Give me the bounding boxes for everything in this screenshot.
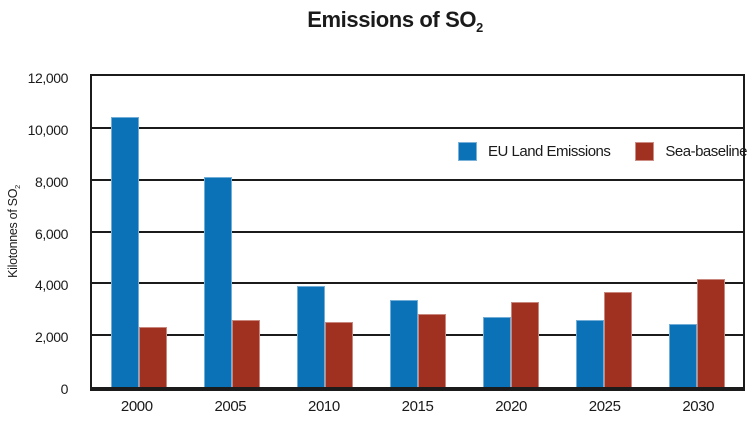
gridline-10000 bbox=[92, 126, 743, 129]
legend-swatch-eu-land bbox=[458, 142, 477, 161]
y-tick-label-4000: 4,000 bbox=[34, 277, 68, 294]
legend-entry-eu-land: EU Land Emissions bbox=[458, 142, 611, 161]
bar-sea-baseline-2030 bbox=[696, 279, 725, 387]
chart-title: Emissions of SO2 bbox=[20, 7, 750, 35]
bar-eu-land-2010 bbox=[296, 286, 325, 387]
gridline-6000 bbox=[92, 230, 743, 233]
y-tick-label-6000: 6,000 bbox=[34, 225, 68, 242]
y-tick-label-0: 0 bbox=[60, 381, 69, 397]
bar-group-2020 bbox=[464, 76, 557, 387]
y-tick-label-8000: 8,000 bbox=[34, 173, 68, 190]
bar-group-2005 bbox=[185, 76, 278, 387]
legend-swatch-sea-baseline bbox=[635, 142, 655, 161]
bar-eu-land-2005 bbox=[203, 177, 232, 387]
bar-eu-land-2030 bbox=[668, 324, 697, 387]
x-axis-label-2015: 2015 bbox=[401, 398, 434, 415]
bar-sea-baseline-2025 bbox=[603, 292, 632, 387]
x-axis-label-2025: 2025 bbox=[588, 398, 621, 415]
bar-eu-land-2020 bbox=[482, 317, 511, 387]
bar-sea-baseline-2015 bbox=[417, 314, 446, 387]
chart-title-text: Emissions of SO bbox=[307, 7, 477, 32]
y-tick-label-12000: 12,000 bbox=[27, 70, 69, 86]
y-tick-label-10000: 10,000 bbox=[27, 121, 69, 138]
legend-label-eu-land: EU Land Emissions bbox=[488, 143, 611, 160]
bar-group-2000 bbox=[92, 76, 185, 387]
y-axis-ticks: 0 2,000 4,000 6,000 8,000 10,000 12,000 bbox=[0, 70, 69, 397]
plot-area: EU Land Emissions Sea-baseline bbox=[90, 74, 747, 391]
bar-sea-baseline-2020 bbox=[510, 302, 539, 387]
bar-group-2025 bbox=[557, 76, 650, 387]
x-axis-label-2005: 2005 bbox=[214, 398, 247, 415]
legend-entry-sea-baseline: Sea-baseline bbox=[635, 142, 747, 161]
bar-groups bbox=[92, 76, 743, 387]
bar-group-2015 bbox=[371, 76, 464, 387]
chart-title-subscript: 2 bbox=[476, 19, 483, 35]
bar-eu-land-2025 bbox=[575, 319, 604, 387]
legend-label-sea-baseline: Sea-baseline bbox=[665, 143, 747, 160]
bar-group-2030 bbox=[650, 76, 743, 387]
x-axis-labels: 2000 2005 2010 2015 2020 2025 2030 bbox=[90, 398, 745, 415]
y-tick-label-2000: 2,000 bbox=[34, 329, 68, 346]
legend: EU Land Emissions Sea-baseline bbox=[458, 142, 747, 161]
gridline-4000 bbox=[92, 282, 743, 285]
bar-sea-baseline-2000 bbox=[138, 327, 167, 387]
x-axis-label-2030: 2030 bbox=[682, 398, 715, 415]
x-axis-label-2010: 2010 bbox=[308, 398, 340, 415]
bar-sea-baseline-2005 bbox=[231, 320, 260, 387]
bar-sea-baseline-2010 bbox=[324, 322, 353, 387]
x-axis-label-2000: 2000 bbox=[120, 398, 153, 415]
bar-eu-land-2000 bbox=[110, 117, 139, 387]
x-axis-label-2020: 2020 bbox=[495, 398, 527, 415]
bar-group-2010 bbox=[278, 76, 371, 387]
gridline-8000 bbox=[92, 178, 743, 181]
bar-eu-land-2015 bbox=[389, 300, 418, 387]
